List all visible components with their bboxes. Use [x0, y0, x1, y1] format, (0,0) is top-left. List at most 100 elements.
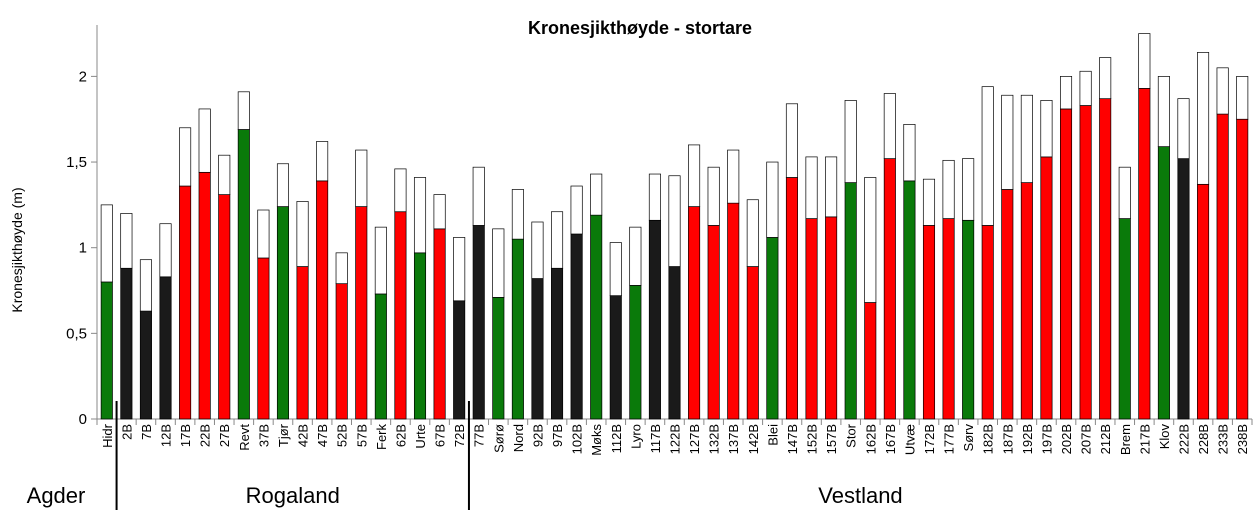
bar-segment	[1216, 67, 1229, 115]
bar-segment	[1099, 57, 1112, 100]
bar-segment	[629, 226, 642, 286]
bar-segment	[316, 180, 329, 420]
bar-segment	[257, 209, 270, 259]
bar-segment	[942, 218, 955, 420]
group-label: Rogaland	[246, 483, 340, 508]
bar-segment	[120, 267, 133, 420]
x-tick-label: 127B	[687, 424, 702, 454]
bar-segment	[883, 93, 896, 159]
x-tick-label: 2B	[119, 424, 134, 440]
bar-segment	[1236, 118, 1249, 420]
bar-segment	[296, 266, 309, 420]
bar-segment	[551, 211, 564, 269]
bar-segment	[962, 219, 975, 420]
bar-segment	[746, 199, 759, 267]
x-tick-label: 47B	[315, 424, 330, 447]
bar-segment	[981, 86, 994, 226]
bar-segment	[257, 257, 270, 420]
x-tick-label: 147B	[785, 424, 800, 454]
x-tick-label: 117B	[648, 424, 663, 453]
bar-segment	[570, 233, 583, 420]
bar-segment	[492, 228, 505, 298]
bar-segment	[1157, 146, 1170, 420]
x-tick-label: 228B	[1196, 424, 1211, 454]
x-tick-label: 238B	[1235, 424, 1250, 454]
x-tick-label: 12B	[159, 424, 174, 447]
bar-segment	[335, 252, 348, 285]
bar-segment	[179, 127, 192, 187]
x-tick-label: 202B	[1059, 424, 1074, 454]
bar-segment	[766, 161, 779, 238]
bar-segment	[511, 238, 524, 420]
bar-segment	[1079, 105, 1092, 420]
x-tick-label: 217B	[1137, 424, 1152, 454]
bar-segment	[785, 177, 798, 420]
bar-segment	[805, 218, 818, 420]
bar-segment	[218, 194, 231, 420]
bar-segment	[237, 91, 250, 130]
bar-segment	[413, 252, 427, 420]
bar-segment	[1177, 158, 1190, 420]
x-tick-label: 22B	[198, 424, 213, 447]
x-tick-label: 222B	[1176, 424, 1191, 454]
bar-segment	[1001, 94, 1014, 190]
bar-segment	[766, 237, 779, 420]
bar-segment	[883, 158, 896, 420]
bar-segment	[1040, 156, 1053, 420]
x-tick-label: Ferk	[374, 424, 389, 451]
bar-segment	[707, 166, 720, 226]
x-tick-label: 102B	[570, 424, 585, 454]
bar-segment	[316, 141, 329, 182]
bar-segment	[668, 266, 681, 420]
x-tick-label: 57B	[354, 424, 369, 447]
bar-segment	[1118, 166, 1131, 219]
bar-segment	[981, 225, 994, 420]
bar-segment	[1118, 218, 1131, 420]
bar-segment	[942, 159, 955, 219]
bar-segment	[374, 293, 387, 420]
bar-segment	[472, 166, 485, 226]
x-tick-label: 192B	[1020, 424, 1035, 454]
bar-segment	[374, 226, 387, 295]
bar-segment	[100, 204, 113, 283]
y-tick-label: 2	[79, 68, 87, 85]
chart-title: Kronesjikthøyde - stortare	[528, 18, 752, 38]
x-tick-label: 97B	[550, 424, 565, 447]
bar-segment	[1157, 76, 1170, 147]
bar-segment	[159, 276, 172, 420]
bar-segment	[825, 156, 838, 218]
bar-segment	[551, 267, 564, 420]
x-tick-label: Utvæ	[902, 424, 917, 455]
x-tick-label: 197B	[1039, 424, 1054, 454]
bar-segment	[237, 129, 250, 420]
group-label: Agder	[27, 483, 86, 508]
x-tick-label: 122B	[668, 424, 683, 454]
y-tick-label: 1,5	[66, 154, 87, 171]
x-tick-label: 27B	[217, 424, 232, 447]
bar-segment	[864, 177, 877, 303]
bar-segment	[159, 223, 172, 278]
bar-segment	[707, 225, 720, 420]
bar-segment	[511, 189, 524, 240]
bar-segment	[1236, 76, 1249, 120]
y-tick-label: 0,5	[66, 325, 87, 342]
bar-segment	[903, 180, 916, 420]
bar-segment	[1020, 182, 1033, 420]
bar-segment	[139, 259, 152, 312]
y-tick-label: 1	[79, 240, 87, 257]
x-tick-label: Sørø	[491, 424, 506, 453]
x-tick-label: 112B	[609, 424, 624, 453]
bar-segment	[531, 278, 544, 420]
bar-segment	[453, 300, 466, 420]
x-tick-label: 77B	[472, 424, 487, 447]
x-tick-label: 212B	[1098, 424, 1113, 454]
bar-segment	[218, 154, 231, 195]
bar-segment	[1001, 189, 1014, 420]
bar-segment	[100, 281, 113, 420]
bar-segment	[1059, 76, 1073, 110]
bar-segment	[1079, 70, 1092, 106]
bar-segment	[570, 185, 583, 235]
x-tick-label: Tjør	[276, 423, 291, 447]
x-tick-label: Møks	[589, 424, 604, 456]
bar-segment	[1216, 113, 1229, 420]
